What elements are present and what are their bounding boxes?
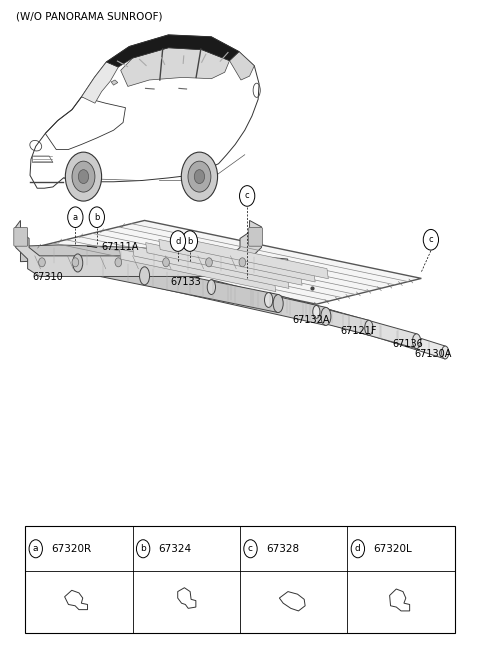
Polygon shape bbox=[16, 221, 262, 276]
Polygon shape bbox=[78, 254, 278, 313]
Polygon shape bbox=[132, 246, 289, 289]
Ellipse shape bbox=[264, 292, 273, 307]
Polygon shape bbox=[120, 48, 229, 87]
Circle shape bbox=[29, 540, 42, 558]
Circle shape bbox=[170, 231, 186, 251]
Circle shape bbox=[163, 258, 169, 267]
Ellipse shape bbox=[321, 307, 331, 325]
Circle shape bbox=[115, 258, 121, 267]
Ellipse shape bbox=[313, 305, 320, 318]
Text: 67132A: 67132A bbox=[292, 314, 330, 325]
Polygon shape bbox=[269, 292, 417, 349]
Text: 67310: 67310 bbox=[33, 272, 63, 282]
Ellipse shape bbox=[140, 267, 150, 285]
Text: 67130A: 67130A bbox=[414, 349, 452, 360]
Polygon shape bbox=[21, 245, 288, 274]
Polygon shape bbox=[120, 249, 276, 292]
Polygon shape bbox=[316, 305, 445, 359]
Circle shape bbox=[72, 258, 79, 267]
Text: 67320L: 67320L bbox=[373, 543, 412, 554]
Circle shape bbox=[136, 540, 150, 558]
Text: c: c bbox=[245, 192, 250, 201]
Text: 67111A: 67111A bbox=[102, 243, 139, 252]
Circle shape bbox=[78, 170, 89, 184]
Text: 67121F: 67121F bbox=[340, 326, 377, 336]
FancyBboxPatch shape bbox=[25, 527, 455, 633]
Circle shape bbox=[188, 161, 211, 192]
Ellipse shape bbox=[412, 334, 420, 349]
Text: 67328: 67328 bbox=[266, 543, 299, 554]
Text: a: a bbox=[33, 544, 38, 553]
Text: b: b bbox=[187, 237, 192, 246]
Ellipse shape bbox=[365, 320, 373, 335]
Circle shape bbox=[38, 258, 45, 267]
Text: c: c bbox=[248, 544, 253, 553]
Text: 67324: 67324 bbox=[158, 543, 192, 554]
Circle shape bbox=[205, 258, 212, 267]
FancyBboxPatch shape bbox=[14, 228, 28, 247]
Polygon shape bbox=[159, 239, 315, 282]
Text: 67320R: 67320R bbox=[51, 543, 91, 554]
Polygon shape bbox=[82, 62, 118, 103]
Polygon shape bbox=[144, 267, 326, 325]
Text: a: a bbox=[73, 213, 78, 222]
Circle shape bbox=[351, 540, 364, 558]
Text: d: d bbox=[355, 544, 361, 553]
Polygon shape bbox=[111, 80, 118, 85]
Text: 67136: 67136 bbox=[393, 339, 423, 349]
Circle shape bbox=[244, 540, 257, 558]
Ellipse shape bbox=[273, 294, 283, 313]
Text: d: d bbox=[175, 237, 180, 246]
Polygon shape bbox=[172, 236, 328, 279]
Text: b: b bbox=[140, 544, 146, 553]
Circle shape bbox=[239, 258, 246, 267]
Circle shape bbox=[194, 170, 204, 184]
Circle shape bbox=[240, 186, 255, 206]
Circle shape bbox=[181, 152, 217, 201]
FancyBboxPatch shape bbox=[249, 228, 263, 247]
Ellipse shape bbox=[73, 254, 83, 272]
Ellipse shape bbox=[442, 346, 449, 359]
Circle shape bbox=[182, 231, 198, 251]
Ellipse shape bbox=[207, 280, 216, 294]
Circle shape bbox=[68, 207, 83, 228]
Text: 67133: 67133 bbox=[171, 277, 202, 287]
Polygon shape bbox=[39, 221, 421, 304]
Polygon shape bbox=[146, 243, 302, 285]
Text: b: b bbox=[94, 213, 99, 222]
Polygon shape bbox=[107, 35, 239, 67]
Polygon shape bbox=[211, 280, 369, 335]
Text: c: c bbox=[429, 236, 433, 245]
Circle shape bbox=[65, 152, 102, 201]
Circle shape bbox=[423, 230, 439, 250]
Text: (W/O PANORAMA SUNROOF): (W/O PANORAMA SUNROOF) bbox=[16, 11, 162, 21]
Circle shape bbox=[89, 207, 105, 228]
Circle shape bbox=[72, 161, 95, 192]
Polygon shape bbox=[229, 52, 254, 80]
